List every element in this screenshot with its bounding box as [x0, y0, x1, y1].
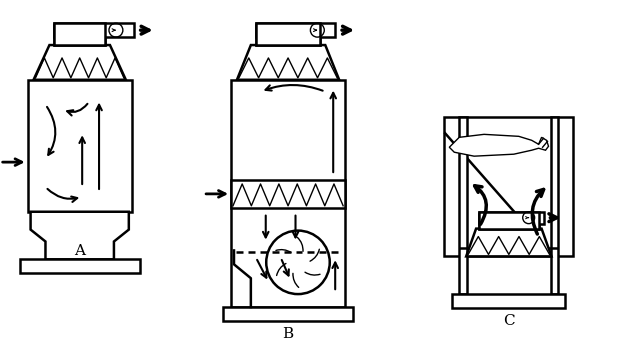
- Bar: [452, 294, 565, 308]
- Bar: [256, 23, 335, 37]
- Bar: [231, 180, 345, 208]
- Bar: [27, 80, 132, 212]
- Bar: [256, 25, 320, 45]
- Bar: [479, 212, 544, 223]
- Bar: [20, 260, 140, 273]
- Bar: [223, 307, 353, 321]
- Polygon shape: [34, 45, 126, 80]
- Text: B: B: [283, 327, 294, 341]
- Bar: [479, 214, 539, 228]
- Bar: [54, 23, 134, 37]
- Polygon shape: [466, 228, 552, 256]
- Polygon shape: [31, 212, 129, 260]
- Polygon shape: [449, 134, 548, 156]
- Bar: [231, 80, 345, 307]
- Polygon shape: [237, 45, 339, 80]
- Bar: [444, 117, 573, 256]
- Bar: [54, 25, 105, 45]
- Bar: [256, 23, 320, 45]
- Bar: [459, 117, 467, 294]
- Text: C: C: [503, 314, 515, 328]
- Bar: [54, 23, 105, 45]
- Bar: [479, 212, 539, 228]
- Text: A: A: [74, 245, 85, 258]
- Bar: [550, 117, 558, 294]
